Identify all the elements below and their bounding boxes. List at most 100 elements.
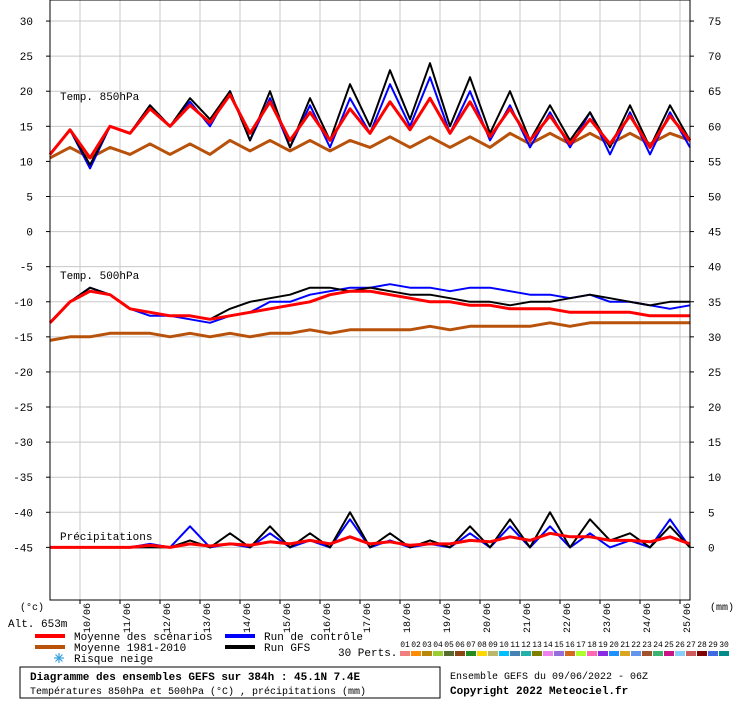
- pert-swatch: [675, 651, 685, 656]
- pert-label: 03: [422, 641, 432, 650]
- pert-label: 29: [708, 641, 718, 650]
- pert-swatch: [609, 651, 619, 656]
- pert-label: 30: [719, 641, 729, 650]
- line-t500: [49, 321, 690, 342]
- pert-swatch: [400, 651, 410, 656]
- pert-swatch: [543, 651, 553, 656]
- x-tick-label: 24/06: [642, 603, 654, 633]
- chart-subtitle: Températures 850hPa et 500hPa (°C) , pré…: [30, 686, 366, 698]
- pert-swatch: [620, 651, 630, 656]
- y-tick-label: -15: [13, 333, 33, 345]
- pert-swatch: [422, 651, 432, 656]
- y-tick-label: 0: [26, 228, 33, 240]
- legend-label: Moyenne des scénarios: [74, 632, 213, 644]
- line-t850: [48, 93, 692, 160]
- pert-swatch: [554, 651, 564, 656]
- chart-title: Diagramme des ensembles GEFS sur 384h : …: [30, 672, 360, 684]
- altitude: Alt. 653m: [8, 619, 68, 631]
- y-tick-label: -40: [13, 508, 33, 520]
- y2-tick-label: 20: [708, 403, 721, 415]
- pert-swatch: [510, 651, 520, 656]
- x-tick-label: 15/06: [282, 603, 294, 633]
- y-tick-label: -25: [13, 403, 33, 415]
- pert-label: 21: [620, 641, 630, 650]
- pert-label: 17: [576, 641, 586, 650]
- pert-label: 09: [488, 641, 498, 650]
- pert-swatch: [598, 651, 608, 656]
- y2-tick-label: 70: [708, 52, 721, 64]
- pert-label: 14: [543, 641, 553, 650]
- pert-swatch: [653, 651, 663, 656]
- pert-swatch: [411, 651, 421, 656]
- perts-label: 30 Perts.: [338, 648, 397, 660]
- y-tick-label: 25: [20, 52, 33, 64]
- pert-swatch: [532, 651, 542, 656]
- pert-label: 02: [411, 641, 421, 650]
- x-tick-label: 11/06: [122, 603, 134, 633]
- pert-label: 10: [499, 641, 509, 650]
- y2-tick-label: 30: [708, 333, 721, 345]
- snow-label: Risque neige: [74, 654, 153, 666]
- labels: Temp. 850hPa Temp. 500hPa Précipitations…: [8, 17, 734, 699]
- x-tick-label: 19/06: [442, 603, 454, 633]
- x-tick-label: 25/06: [682, 603, 694, 633]
- pert-swatch: [664, 651, 674, 656]
- pert-label: 20: [609, 641, 619, 650]
- pert-label: 26: [675, 641, 685, 650]
- pert-label: 24: [653, 641, 663, 650]
- y-tick-label: -35: [13, 473, 33, 485]
- y-tick-label: -30: [13, 438, 33, 450]
- pert-label: 25: [664, 641, 674, 650]
- pert-swatch: [631, 651, 641, 656]
- x-tick-label: 23/06: [602, 603, 614, 633]
- run-label: Ensemble GEFS du 09/06/2022 - 06Z: [450, 671, 648, 683]
- y-unit: (°c): [20, 602, 44, 614]
- pert-swatch: [521, 651, 531, 656]
- pert-label: 13: [532, 641, 542, 650]
- pert-label: 16: [565, 641, 575, 650]
- y-tick-label: 20: [20, 87, 33, 99]
- x-tick-label: 16/06: [322, 603, 334, 633]
- pert-label: 01: [400, 641, 410, 650]
- x-tick-label: 14/06: [242, 603, 254, 633]
- panel-label: Précipitations: [60, 532, 152, 544]
- snow-icon: [54, 653, 64, 663]
- y-tick-label: -45: [13, 543, 33, 555]
- line-precip: [50, 531, 691, 549]
- pert-swatch: [708, 651, 718, 656]
- copyright: Copyright 2022 Meteociel.fr: [450, 686, 628, 698]
- pert-label: 23: [642, 641, 652, 650]
- pert-label: 27: [686, 641, 696, 650]
- y-tick-label: -10: [13, 298, 33, 310]
- pert-swatch: [719, 651, 729, 656]
- y2-tick-label: 65: [708, 87, 721, 99]
- y-tick-label: 10: [20, 157, 33, 169]
- pert-label: 08: [477, 641, 487, 650]
- y2-tick-label: 45: [708, 228, 721, 240]
- y-tick-label: 30: [20, 17, 33, 29]
- y-tick-label: 5: [26, 192, 33, 204]
- pert-label: 28: [697, 641, 707, 650]
- pert-label: 12: [521, 641, 531, 650]
- pert-swatch: [433, 651, 443, 656]
- pert-label: 06: [455, 641, 465, 650]
- pert-label: 05: [444, 641, 454, 650]
- pert-swatch: [477, 651, 487, 656]
- panel-label: Temp. 850hPa: [60, 92, 140, 104]
- pert-label: 04: [433, 641, 443, 650]
- pert-label: 11: [510, 641, 520, 650]
- x-tick-label: 21/06: [522, 603, 534, 633]
- x-tick-label: 20/06: [482, 603, 494, 633]
- y2-tick-label: 35: [708, 298, 721, 310]
- y2-unit: (mm): [710, 602, 734, 614]
- x-tick-label: 17/06: [362, 603, 374, 633]
- line-t850: [49, 131, 691, 160]
- lines: [48, 62, 692, 549]
- y2-tick-label: 55: [708, 157, 721, 169]
- x-tick-label: 22/06: [562, 603, 574, 633]
- line-t500: [48, 289, 690, 324]
